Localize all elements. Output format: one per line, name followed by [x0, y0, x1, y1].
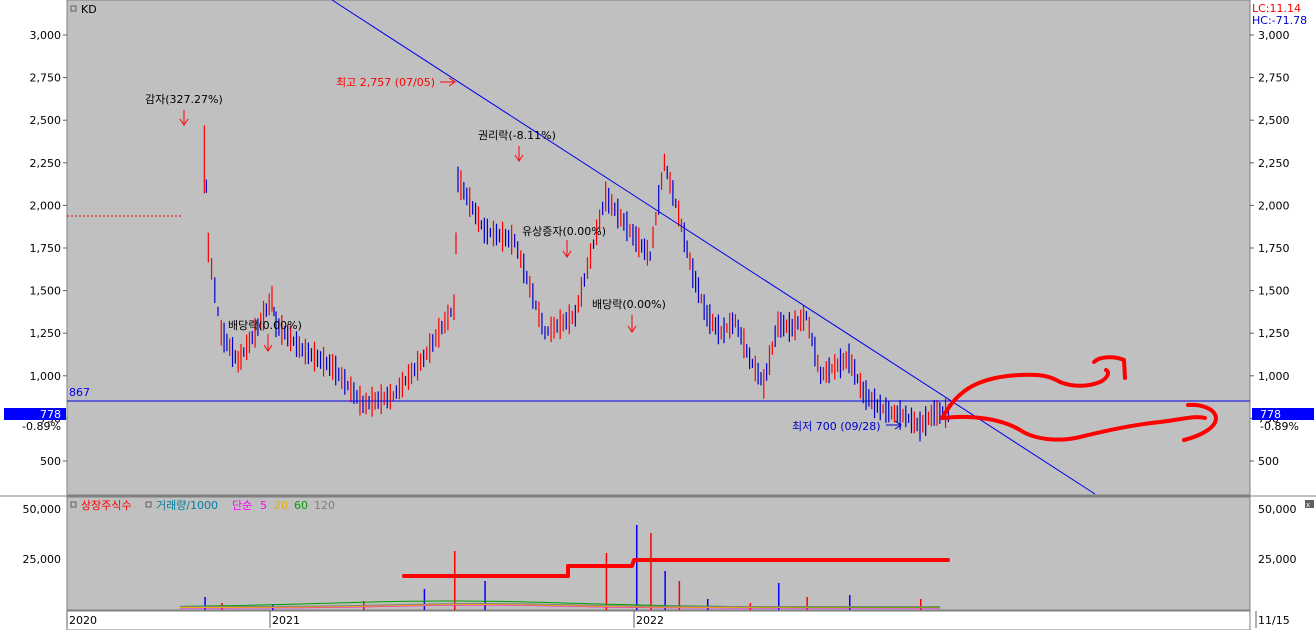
volume-legend: 상장주식수 거래량/1000 단순 5 20 60 120 — [70, 499, 335, 512]
current-change-left: -0.89% — [22, 420, 61, 433]
x-axis: 2020 2021 2022 11/15 — [66, 611, 1290, 628]
arrow-down-icon — [627, 315, 637, 333]
volume-bar — [484, 581, 486, 610]
price-tick-label-right: 1,750 — [1258, 242, 1290, 255]
price-tick-label-left: 2,750 — [30, 72, 62, 85]
legend-ma60: 60 — [294, 499, 308, 512]
arrow-down-icon — [514, 146, 524, 162]
price-tick-label-right: 1,250 — [1258, 327, 1290, 340]
price-tick-label-left: 500 — [40, 455, 61, 468]
volume-tick-label-left: 50,000 — [23, 503, 62, 516]
arrow-right-icon — [440, 77, 456, 87]
price-tick-label-right: 2,500 — [1258, 114, 1290, 127]
x-tick-label: 2022 — [636, 614, 664, 627]
volume-tick-label-right: 25,000 — [1258, 553, 1297, 566]
price-tick-label-left: 2,000 — [30, 199, 62, 212]
volume-tick-label-left: 25,000 — [23, 553, 62, 566]
arrow-down-icon — [562, 240, 572, 258]
hand-drawn-markup — [402, 355, 1218, 578]
price-tick-label-left: 1,000 — [30, 370, 62, 383]
price-panel[interactable] — [66, 0, 1251, 496]
price-tick-label-right: 3,000 — [1258, 29, 1290, 42]
volume-ma-line — [180, 603, 940, 607]
x-tick-label: 2021 — [272, 614, 300, 627]
symbol-label: KD — [81, 3, 97, 16]
annotations: 감자(327.27%) 최고 2,757 (07/05) 권리락(-8.11%)… — [145, 76, 902, 433]
current-price-box-right — [1252, 408, 1314, 420]
arrow-down-icon — [263, 334, 273, 352]
annotation-rights-ex: 권리락(-8.11%) — [478, 129, 556, 142]
price-tick-label-left: 2,500 — [30, 114, 62, 127]
legend-ma120: 120 — [314, 499, 335, 512]
volume-bar — [707, 599, 709, 610]
legend-listed-shares: 상장주식수 — [81, 499, 132, 512]
price-tick-label-right: 1,000 — [1258, 370, 1290, 383]
legend-ma5: 5 — [260, 499, 267, 512]
price-tick-label-right: 500 — [1258, 455, 1279, 468]
volume-bar — [664, 571, 666, 610]
x-tick-label: 2020 — [69, 614, 97, 627]
annotation-dividend-ex-1: 배당락(0.00%) — [228, 319, 302, 332]
x-tick-label: 11/15 — [1258, 614, 1290, 627]
price-tick-label-right: 2,000 — [1258, 199, 1290, 212]
volume-ma-line — [180, 604, 940, 608]
annotation-rights-offering: 유상증자(0.00%) — [522, 225, 606, 238]
legend-ma-simple: 단순 — [232, 499, 252, 512]
annotation-low: 최저 700 (09/28) — [792, 420, 881, 433]
price-tick-label-right: 1,500 — [1258, 285, 1290, 298]
volume-bar — [636, 525, 638, 610]
volume-panel[interactable] — [66, 496, 1251, 611]
annotation-capital-reduction: 감자(327.27%) — [145, 93, 223, 106]
price-tick-label-left: 3,000 — [30, 29, 62, 42]
candle-series — [203, 125, 950, 442]
legend-checkbox-icon — [145, 501, 152, 508]
arrow-down-icon — [179, 110, 189, 126]
price-tick-label-left: 1,250 — [30, 327, 62, 340]
hc-label: HC:-71.78 — [1252, 14, 1307, 27]
volume-series — [179, 525, 940, 610]
level-label: 867 — [69, 386, 90, 399]
volume-bar — [778, 583, 780, 610]
volume-tick-label-right: 50,000 — [1258, 503, 1297, 516]
price-tick-label-left: 2,250 — [30, 157, 62, 170]
volume-bar — [650, 533, 652, 610]
close-icon: x — [1306, 501, 1310, 509]
volume-bar — [806, 597, 808, 610]
volume-bar — [849, 595, 851, 610]
legend-checkbox-icon — [70, 501, 77, 508]
price-tick-label-right: 2,750 — [1258, 72, 1290, 85]
lc-label: LC:11.14 — [1252, 2, 1301, 15]
volume-bar — [605, 553, 608, 610]
annotation-dividend-ex-2: 배당락(0.00%) — [592, 298, 666, 311]
current-price-right: 778 — [1260, 408, 1281, 421]
annotation-high: 최고 2,757 (07/05) — [336, 76, 435, 89]
volume-axis: 25,000 25,000 50,000 50,000 — [23, 503, 1297, 566]
current-price-box-left — [4, 408, 66, 420]
legend-ma20: 20 — [274, 499, 288, 512]
volume-bar — [920, 599, 922, 610]
legend-volume: 거래량/1000 — [156, 499, 218, 512]
hand-drawn-shares-line — [402, 558, 950, 578]
current-price-left: 778 — [40, 408, 61, 421]
volume-bar — [204, 597, 206, 610]
price-tick-label-left: 1,750 — [30, 242, 62, 255]
volume-bar — [678, 581, 681, 610]
current-change-right: -0.89% — [1260, 420, 1299, 433]
price-tick-label-left: 1,500 — [30, 285, 62, 298]
hand-drawn-lower-path — [942, 402, 1218, 442]
trend-line[interactable] — [331, 0, 1096, 495]
hand-drawn-upper-path — [940, 355, 1127, 420]
price-tick-label-right: 2,250 — [1258, 157, 1290, 170]
volume-bar — [454, 551, 456, 610]
arrow-right-icon — [886, 420, 902, 430]
volume-bar — [423, 589, 426, 610]
panel-checkbox-icon[interactable] — [70, 5, 77, 12]
close-panel-button[interactable] — [1305, 500, 1314, 508]
